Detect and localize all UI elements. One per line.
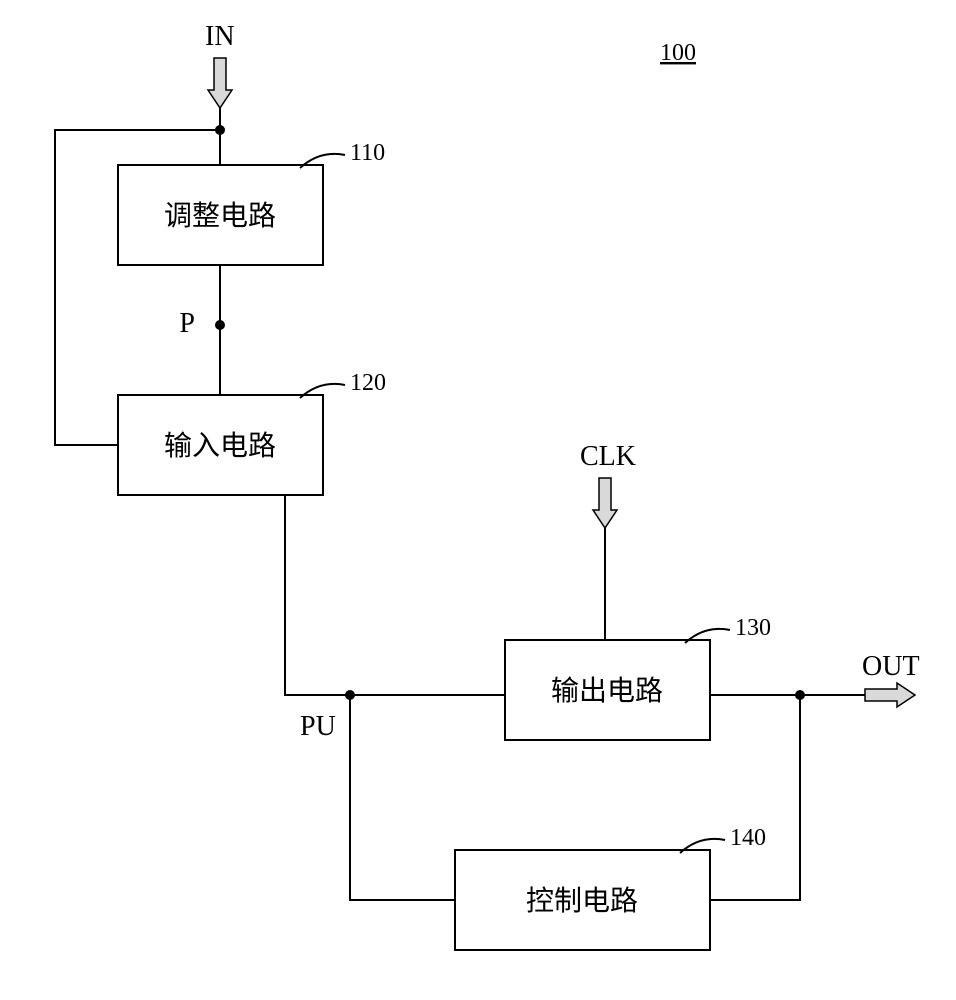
node-p-label: P [179, 308, 195, 339]
wire-pu-to-control [350, 695, 455, 900]
clk-arrow-icon [593, 478, 617, 528]
node-pu-label: PU [300, 711, 336, 742]
node-p [215, 320, 225, 330]
in-port-label: IN [205, 21, 235, 52]
in-arrow-icon [208, 58, 232, 108]
block-control-label: 控制电路 [526, 885, 638, 917]
block-output-label: 输出电路 [551, 675, 663, 707]
block-input: 输入电路 120 [118, 370, 386, 495]
out-port-label: OUT [862, 651, 920, 682]
block-adjust: 调整电路 110 [118, 140, 385, 265]
clk-port-label: CLK [580, 441, 636, 472]
block-control: 控制电路 140 [455, 825, 766, 950]
block-input-label: 输入电路 [164, 430, 276, 462]
wire-input-to-pu [285, 495, 350, 695]
block-control-ref: 140 [730, 825, 766, 851]
block-adjust-ref: 110 [350, 140, 385, 166]
block-output: 输出电路 130 [505, 615, 771, 740]
block-adjust-label: 调整电路 [164, 200, 276, 232]
block-output-ref: 130 [735, 615, 771, 641]
block-input-ref: 120 [350, 370, 386, 396]
block-diagram: 100 IN 调整电路 110 P 输入电路 120 PU CLK [0, 0, 956, 1000]
figure-ref: 100 [660, 40, 696, 66]
out-arrow-icon [865, 683, 915, 707]
wire-out-to-control [710, 695, 800, 900]
